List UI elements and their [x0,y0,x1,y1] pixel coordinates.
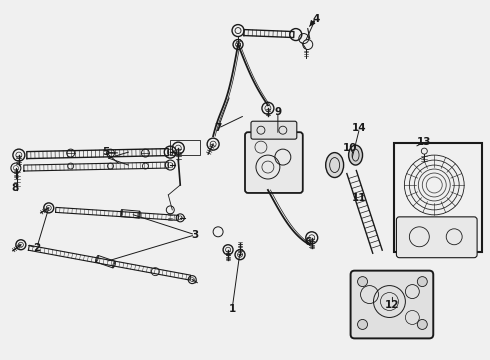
Circle shape [417,276,427,287]
Text: 7: 7 [215,123,222,133]
Text: 2: 2 [33,243,41,253]
Text: 11: 11 [352,193,367,203]
Ellipse shape [326,153,343,177]
Text: 4: 4 [312,14,319,24]
Text: 9: 9 [274,107,281,117]
Text: 6: 6 [304,237,311,247]
FancyBboxPatch shape [350,271,433,338]
Text: 14: 14 [352,123,367,133]
Circle shape [358,319,368,329]
Text: 8: 8 [11,183,19,193]
Ellipse shape [348,145,363,165]
Circle shape [358,276,368,287]
Text: 1: 1 [228,305,236,315]
FancyBboxPatch shape [396,217,477,258]
Text: 3: 3 [192,230,199,240]
Text: 13: 13 [417,137,432,147]
Text: 5: 5 [102,147,109,157]
Circle shape [417,319,427,329]
FancyBboxPatch shape [245,132,303,193]
Bar [394,143,482,252]
Bar [171,140,200,155]
Text: 10: 10 [343,143,357,153]
Text: 12: 12 [385,300,400,310]
FancyBboxPatch shape [251,121,297,139]
